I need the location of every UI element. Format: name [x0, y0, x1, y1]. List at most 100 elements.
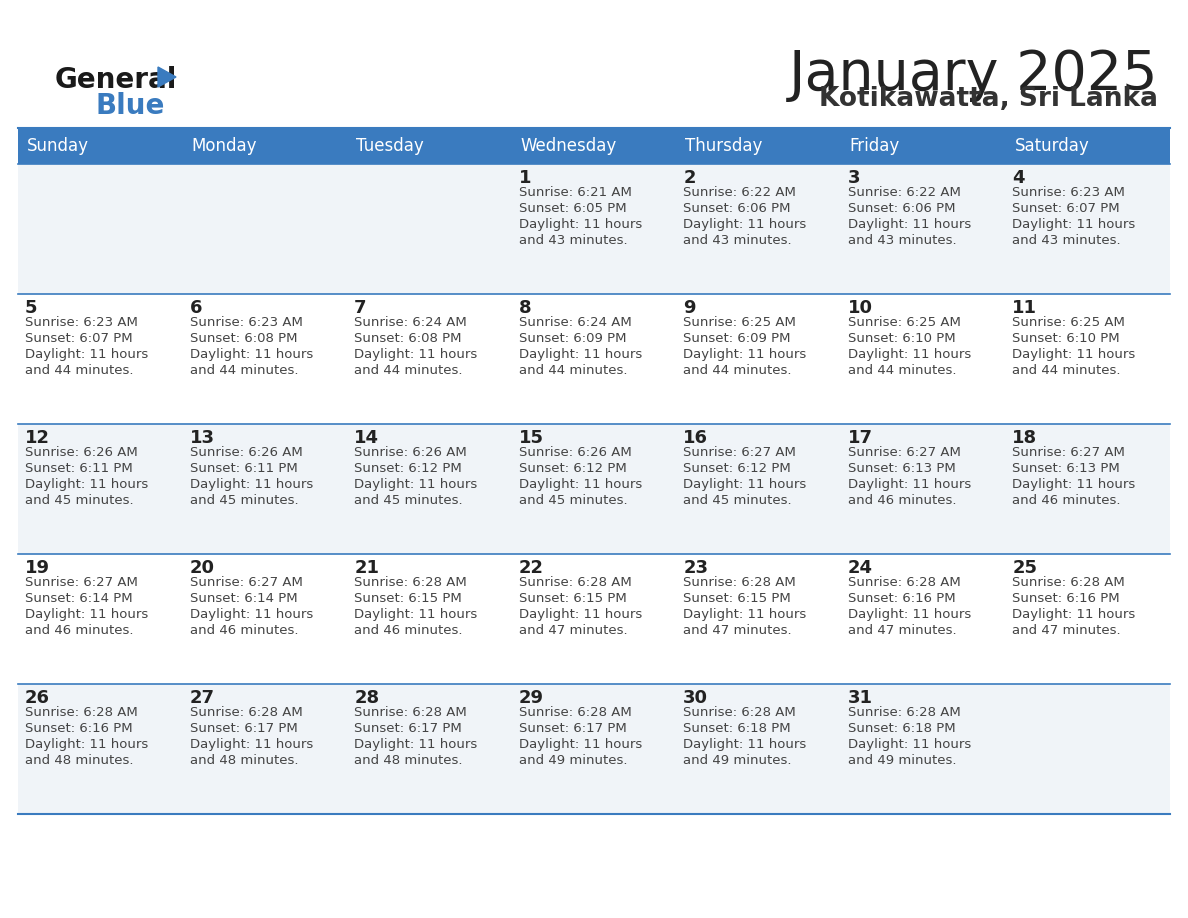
Text: Sunset: 6:06 PM: Sunset: 6:06 PM: [848, 202, 955, 215]
Text: Daylight: 11 hours: Daylight: 11 hours: [1012, 478, 1136, 491]
Text: 16: 16: [683, 429, 708, 447]
Text: Sunset: 6:15 PM: Sunset: 6:15 PM: [354, 592, 462, 605]
Text: Sunset: 6:16 PM: Sunset: 6:16 PM: [848, 592, 955, 605]
Text: 7: 7: [354, 299, 367, 317]
Text: Daylight: 11 hours: Daylight: 11 hours: [190, 738, 312, 751]
Text: Daylight: 11 hours: Daylight: 11 hours: [848, 218, 971, 231]
Text: and 45 minutes.: and 45 minutes.: [190, 494, 298, 507]
Bar: [512, 128, 676, 164]
Text: Sunrise: 6:25 AM: Sunrise: 6:25 AM: [1012, 316, 1125, 329]
Text: Sunrise: 6:28 AM: Sunrise: 6:28 AM: [1012, 576, 1125, 589]
Bar: [18, 164, 1170, 294]
Text: Sunrise: 6:27 AM: Sunrise: 6:27 AM: [848, 446, 961, 459]
Text: Sunrise: 6:28 AM: Sunrise: 6:28 AM: [848, 706, 961, 719]
Text: and 43 minutes.: and 43 minutes.: [683, 234, 792, 247]
Text: Blue: Blue: [95, 92, 164, 120]
Text: 30: 30: [683, 689, 708, 707]
Text: Wednesday: Wednesday: [520, 137, 617, 155]
Text: 22: 22: [519, 559, 544, 577]
Text: 12: 12: [25, 429, 50, 447]
Text: Sunset: 6:17 PM: Sunset: 6:17 PM: [519, 722, 626, 735]
Text: and 47 minutes.: and 47 minutes.: [519, 624, 627, 637]
Text: and 45 minutes.: and 45 minutes.: [519, 494, 627, 507]
Text: Sunset: 6:18 PM: Sunset: 6:18 PM: [848, 722, 955, 735]
Text: Sunrise: 6:25 AM: Sunrise: 6:25 AM: [848, 316, 961, 329]
Text: Friday: Friday: [849, 137, 901, 155]
Text: Sunset: 6:05 PM: Sunset: 6:05 PM: [519, 202, 626, 215]
Text: Sunrise: 6:28 AM: Sunrise: 6:28 AM: [683, 706, 796, 719]
Text: Sunset: 6:18 PM: Sunset: 6:18 PM: [683, 722, 791, 735]
Text: Daylight: 11 hours: Daylight: 11 hours: [848, 738, 971, 751]
Text: Daylight: 11 hours: Daylight: 11 hours: [848, 478, 971, 491]
Text: and 44 minutes.: and 44 minutes.: [683, 364, 791, 377]
Text: Sunset: 6:14 PM: Sunset: 6:14 PM: [25, 592, 133, 605]
Text: Sunrise: 6:28 AM: Sunrise: 6:28 AM: [683, 576, 796, 589]
Text: Daylight: 11 hours: Daylight: 11 hours: [1012, 348, 1136, 361]
Text: Sunset: 6:06 PM: Sunset: 6:06 PM: [683, 202, 791, 215]
Text: 21: 21: [354, 559, 379, 577]
Text: Daylight: 11 hours: Daylight: 11 hours: [354, 608, 478, 621]
Text: Sunset: 6:12 PM: Sunset: 6:12 PM: [519, 462, 626, 475]
Text: 17: 17: [848, 429, 873, 447]
Text: 23: 23: [683, 559, 708, 577]
Text: Daylight: 11 hours: Daylight: 11 hours: [25, 478, 148, 491]
Text: Sunset: 6:12 PM: Sunset: 6:12 PM: [354, 462, 462, 475]
Text: Daylight: 11 hours: Daylight: 11 hours: [354, 478, 478, 491]
Text: Daylight: 11 hours: Daylight: 11 hours: [519, 218, 642, 231]
Bar: [676, 128, 841, 164]
Text: Sunday: Sunday: [27, 137, 89, 155]
Text: Daylight: 11 hours: Daylight: 11 hours: [190, 348, 312, 361]
Text: Sunrise: 6:28 AM: Sunrise: 6:28 AM: [848, 576, 961, 589]
Text: Sunset: 6:17 PM: Sunset: 6:17 PM: [354, 722, 462, 735]
Text: Daylight: 11 hours: Daylight: 11 hours: [25, 608, 148, 621]
Text: Daylight: 11 hours: Daylight: 11 hours: [190, 478, 312, 491]
Text: 6: 6: [190, 299, 202, 317]
Text: and 46 minutes.: and 46 minutes.: [848, 494, 956, 507]
Text: Sunset: 6:11 PM: Sunset: 6:11 PM: [25, 462, 133, 475]
Text: Sunrise: 6:26 AM: Sunrise: 6:26 AM: [25, 446, 138, 459]
Text: Sunrise: 6:26 AM: Sunrise: 6:26 AM: [354, 446, 467, 459]
Bar: [183, 128, 347, 164]
Bar: [18, 684, 1170, 814]
Text: Sunrise: 6:21 AM: Sunrise: 6:21 AM: [519, 186, 632, 199]
Text: and 44 minutes.: and 44 minutes.: [25, 364, 133, 377]
Text: Sunrise: 6:26 AM: Sunrise: 6:26 AM: [190, 446, 302, 459]
Bar: [1005, 128, 1170, 164]
Text: Sunrise: 6:23 AM: Sunrise: 6:23 AM: [190, 316, 303, 329]
Text: Daylight: 11 hours: Daylight: 11 hours: [848, 608, 971, 621]
Text: 9: 9: [683, 299, 696, 317]
Text: and 43 minutes.: and 43 minutes.: [848, 234, 956, 247]
Text: and 47 minutes.: and 47 minutes.: [1012, 624, 1121, 637]
Text: and 47 minutes.: and 47 minutes.: [683, 624, 792, 637]
Text: and 45 minutes.: and 45 minutes.: [25, 494, 133, 507]
Text: 25: 25: [1012, 559, 1037, 577]
Text: Sunrise: 6:27 AM: Sunrise: 6:27 AM: [190, 576, 303, 589]
Text: Sunset: 6:15 PM: Sunset: 6:15 PM: [519, 592, 626, 605]
Text: Daylight: 11 hours: Daylight: 11 hours: [683, 218, 807, 231]
Polygon shape: [158, 67, 176, 87]
Text: Sunset: 6:16 PM: Sunset: 6:16 PM: [1012, 592, 1120, 605]
Text: Thursday: Thursday: [685, 137, 763, 155]
Text: 31: 31: [848, 689, 873, 707]
Text: Sunset: 6:17 PM: Sunset: 6:17 PM: [190, 722, 297, 735]
Text: Sunset: 6:10 PM: Sunset: 6:10 PM: [1012, 332, 1120, 345]
Text: Monday: Monday: [191, 137, 257, 155]
Text: Daylight: 11 hours: Daylight: 11 hours: [1012, 608, 1136, 621]
Text: 27: 27: [190, 689, 215, 707]
Text: Daylight: 11 hours: Daylight: 11 hours: [519, 478, 642, 491]
Text: Tuesday: Tuesday: [356, 137, 424, 155]
Bar: [841, 128, 1005, 164]
Text: and 46 minutes.: and 46 minutes.: [354, 624, 462, 637]
Text: and 48 minutes.: and 48 minutes.: [354, 754, 462, 767]
Text: Kotikawatta, Sri Lanka: Kotikawatta, Sri Lanka: [819, 86, 1158, 112]
Text: 26: 26: [25, 689, 50, 707]
Text: Sunset: 6:11 PM: Sunset: 6:11 PM: [190, 462, 297, 475]
Text: 29: 29: [519, 689, 544, 707]
Text: and 44 minutes.: and 44 minutes.: [519, 364, 627, 377]
Text: 11: 11: [1012, 299, 1037, 317]
Text: Daylight: 11 hours: Daylight: 11 hours: [1012, 218, 1136, 231]
Text: Sunrise: 6:27 AM: Sunrise: 6:27 AM: [683, 446, 796, 459]
Text: Sunset: 6:10 PM: Sunset: 6:10 PM: [848, 332, 955, 345]
Text: Daylight: 11 hours: Daylight: 11 hours: [683, 478, 807, 491]
Bar: [18, 424, 1170, 554]
